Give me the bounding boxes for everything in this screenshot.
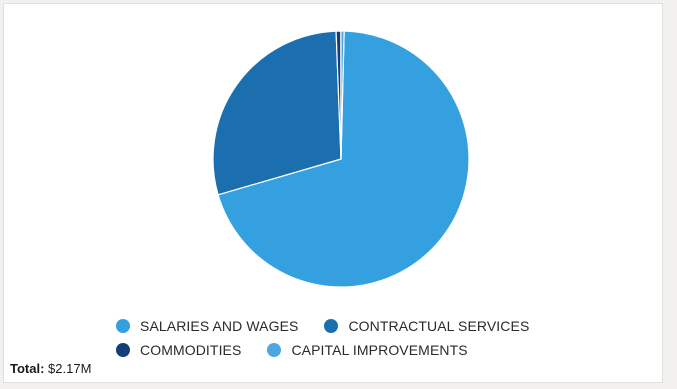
total-value: $2.17M: [48, 361, 92, 376]
legend-label-commodities: COMMODITIES: [140, 342, 242, 358]
pie-slice-contractual-services[interactable]: [212, 30, 342, 196]
legend-swatch-commodities: [116, 343, 130, 357]
pie-slice-capital-improvements[interactable]: [340, 30, 345, 160]
legend-label-salaries: SALARIES AND WAGES: [140, 318, 299, 334]
pie-chart: [212, 30, 470, 288]
total-amount: Total: $2.17M: [10, 361, 91, 376]
legend-label-contractual: CONTRACTUAL SERVICES: [348, 318, 530, 334]
legend-item-commodities[interactable]: COMMODITIES: [116, 342, 241, 358]
legend-item-contractual-services[interactable]: CONTRACTUAL SERVICES: [324, 318, 529, 334]
legend-item-capital-improvements[interactable]: CAPITAL IMPROVEMENTS: [267, 342, 468, 358]
pie-slice-salaries-and-wages[interactable]: [217, 30, 470, 288]
legend-row-2: COMMODITIES CAPITAL IMPROVEMENTS: [116, 342, 494, 358]
legend-item-salaries-and-wages[interactable]: SALARIES AND WAGES: [116, 318, 298, 334]
legend-swatch-contractual: [324, 319, 339, 333]
chart-card: SALARIES AND WAGES CONTRACTUAL SERVICES …: [3, 3, 663, 383]
legend-row-1: SALARIES AND WAGES CONTRACTUAL SERVICES: [116, 318, 555, 334]
legend-swatch-capital: [267, 343, 282, 357]
legend-swatch-salaries: [116, 319, 130, 333]
total-label: Total:: [10, 361, 45, 376]
legend-label-capital: CAPITAL IMPROVEMENTS: [291, 342, 468, 358]
